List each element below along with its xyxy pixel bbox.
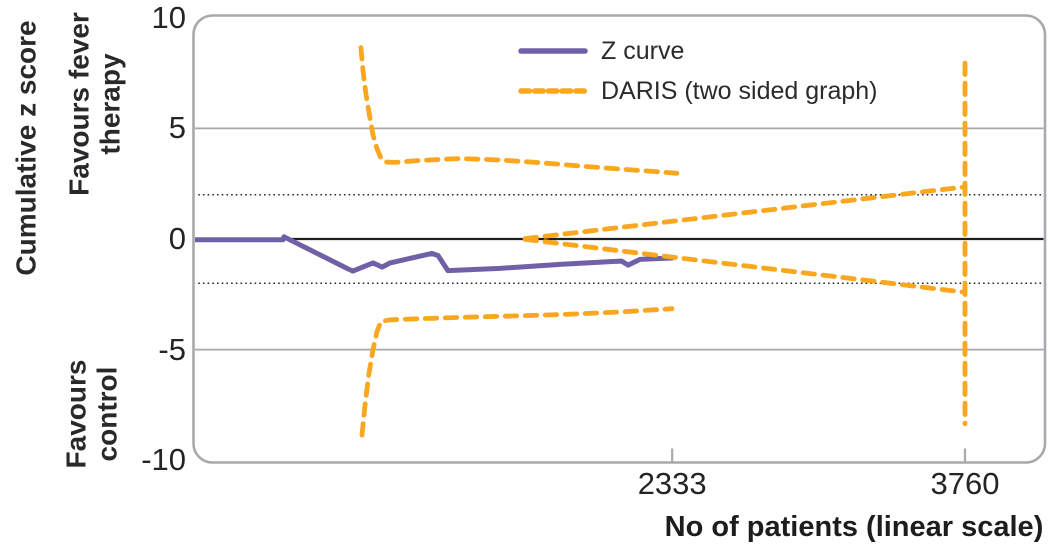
y-tick-label-5: 5 (168, 110, 186, 146)
x-tick-label-2333: 2333 (637, 466, 707, 501)
series-z-curve (195, 234, 675, 274)
series-daris-lower-significance-boundary (359, 306, 675, 438)
y-tick-label-10: 10 (151, 0, 186, 35)
legend-label: DARIS (two sided graph) (601, 76, 878, 105)
series-daris-futility-boundary-lower (522, 237, 967, 295)
legend-item-z-curve: Z curve (518, 31, 878, 71)
legend-label: Z curve (601, 36, 685, 65)
legend-swatch-solid-line-icon (518, 48, 588, 54)
x-tick-label-3760: 3760 (930, 466, 1000, 501)
legend: Z curve DARIS (two sided graph) (518, 31, 878, 111)
plot-inner (195, 45, 1044, 438)
y-tick-label--10: -10 (141, 442, 186, 478)
y-tick-label-0: 0 (168, 221, 186, 256)
x-axis-title: No of patients (linear scale) (664, 511, 1044, 543)
legend-item-daris-two-sided-graph: DARIS (two sided graph) (518, 71, 878, 111)
y-tick-label--5: -5 (158, 331, 186, 367)
legend-swatch-dashed-line-icon (518, 88, 588, 94)
plot-border (192, 14, 1047, 464)
series-daris-futility-boundary-upper (522, 184, 967, 241)
series-daris-upper-significance-boundary (358, 45, 680, 176)
